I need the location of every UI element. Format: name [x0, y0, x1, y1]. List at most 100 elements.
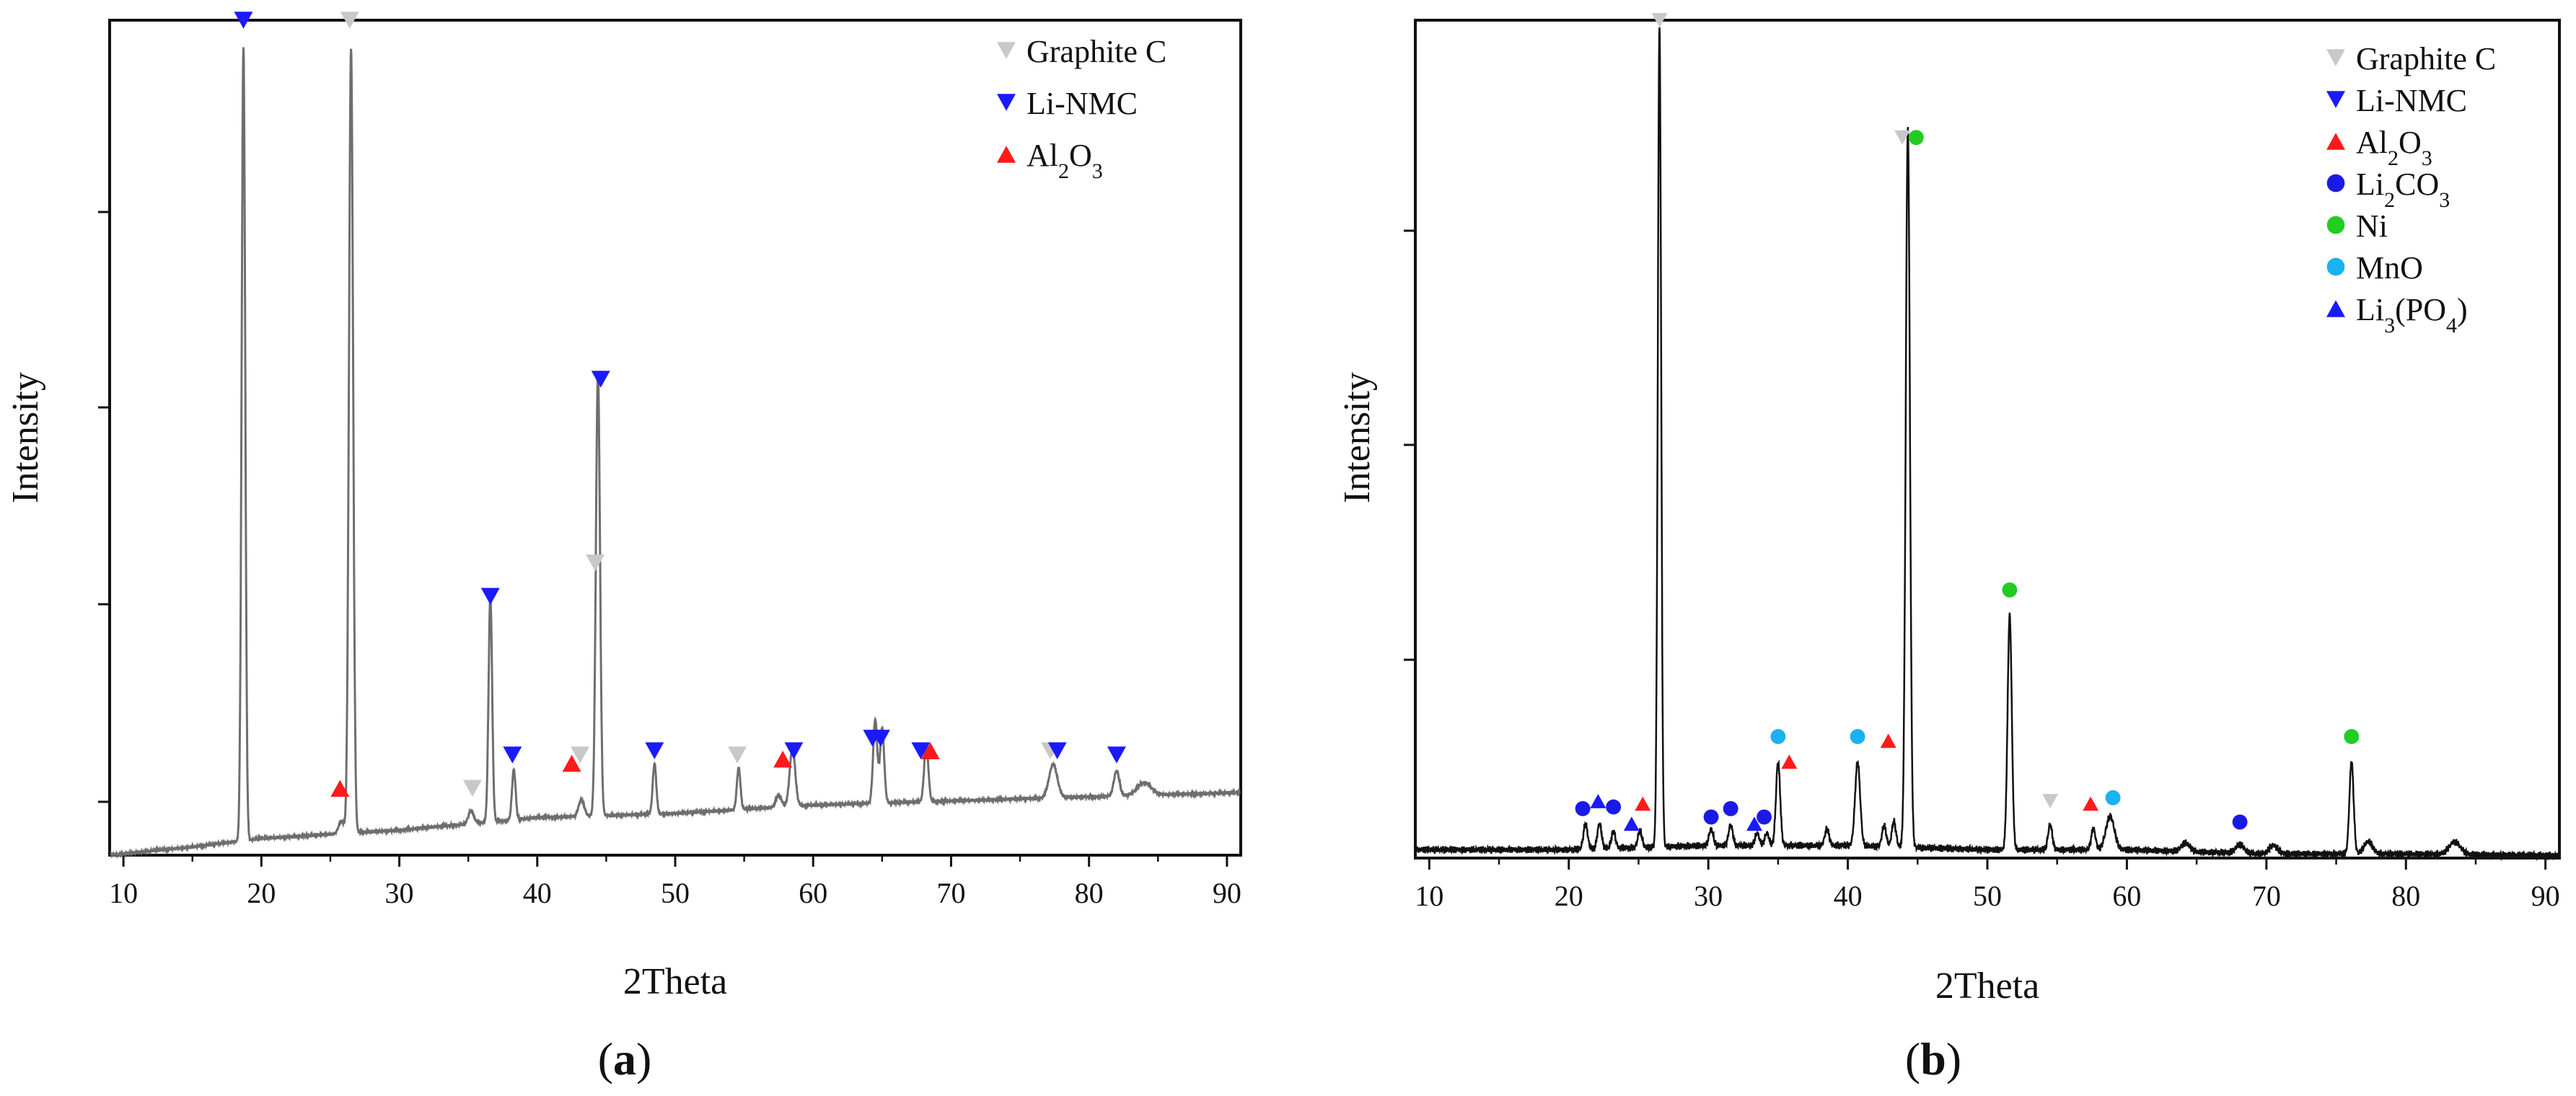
phase-marker-li-nmc	[480, 588, 500, 605]
phase-marker-graphite-c	[1894, 130, 1911, 145]
panel-b-label-letter: b	[1920, 1033, 1946, 1084]
legend-marker-6	[2326, 300, 2345, 317]
x-tick-label: 20	[1555, 880, 1583, 912]
phase-marker-ni	[2344, 729, 2360, 744]
legend-marker-4	[2326, 216, 2345, 234]
x-tick-label: 90	[1213, 877, 1241, 909]
phase-marker-li-nmc	[234, 12, 253, 29]
phase-marker-graphite-c	[1651, 13, 1668, 27]
panel-a-phase-markers	[234, 12, 1126, 797]
phase-marker-graphite-c	[2042, 794, 2059, 808]
legend-marker-1	[997, 94, 1016, 111]
phase-marker-al2o3	[330, 779, 350, 797]
panel-a-legend: Graphite C Li-NMC Al2O3	[997, 34, 1166, 183]
phase-marker-li2co3	[1723, 800, 1738, 816]
x-tick-label: 30	[385, 877, 414, 909]
phase-marker-li-nmc	[784, 742, 804, 759]
panel-b-chart: 10 20 30 40 50 60 70 80 90 Graphite C Li-NMC Al2O3…	[1337, 13, 2561, 1084]
legend-marker-0	[997, 42, 1016, 59]
legend-entry-label: Li2CO3	[2356, 167, 2450, 212]
phase-marker-graphite-c	[340, 12, 359, 29]
phase-marker-ni	[1908, 130, 1924, 146]
x-tick-label: 40	[1834, 880, 1863, 912]
legend-entry-label: Li3(PO4)	[2356, 292, 2468, 337]
phase-marker-al2o3	[2083, 796, 2099, 811]
x-tick-label: 50	[1973, 880, 2002, 912]
legend-entry-label: Graphite C	[2356, 41, 2496, 76]
phase-marker-mno	[2105, 790, 2121, 805]
legend-entry-label: Ni	[2356, 208, 2388, 244]
phase-marker-li2co3	[1703, 809, 1719, 825]
phase-marker-mno	[1850, 729, 1865, 744]
phase-marker-li-nmc	[645, 742, 664, 759]
phase-marker-mno	[1770, 729, 1786, 744]
panel-a-x-ticks: 10 20 30 40 50 60 70 80 90	[109, 855, 1241, 909]
phase-marker-al2o3	[773, 751, 793, 768]
phase-marker-li2co3	[1606, 799, 1622, 815]
phase-marker-al2o3	[1880, 733, 1896, 748]
phase-marker-graphite-c	[586, 554, 605, 572]
phase-marker-al2o3	[920, 742, 940, 759]
legend-marker-5	[2326, 257, 2345, 276]
x-tick-label: 70	[2252, 880, 2281, 912]
x-tick-label: 10	[1415, 880, 1443, 912]
panel-a-x-axis-label: 2Theta	[623, 961, 727, 1002]
phase-marker-li3-po4-	[1590, 794, 1606, 808]
x-tick-label: 50	[661, 877, 690, 909]
legend-marker-2	[997, 146, 1016, 163]
legend-marker-0	[2326, 49, 2345, 66]
legend-entry-label: MnO	[2356, 250, 2423, 286]
phase-marker-li-nmc	[1107, 746, 1126, 764]
phase-marker-li-nmc	[503, 746, 522, 764]
panel-a-y-axis-label: Intensity	[5, 372, 46, 503]
phase-marker-al2o3	[562, 754, 581, 772]
x-tick-label: 20	[247, 877, 276, 909]
panel-b-label: (b)	[1905, 1033, 1961, 1084]
x-tick-label: 60	[2112, 880, 2141, 912]
panel-a-chart: 10 20 30 40 50 60 70 80 90 Graphite C Li-NMC Al2O3…	[5, 12, 1242, 1084]
phase-marker-graphite-c	[462, 779, 482, 797]
panel-a-label: (a)	[598, 1033, 652, 1084]
phase-marker-li2co3	[1575, 800, 1591, 816]
legend-entry-label: Li-NMC	[2356, 83, 2467, 118]
x-tick-label: 80	[1075, 877, 1104, 909]
x-tick-label: 70	[936, 877, 965, 909]
panel-b-y-ticks	[1404, 229, 1415, 661]
phase-marker-graphite-c	[728, 746, 747, 764]
x-tick-label: 90	[2531, 880, 2560, 912]
panel-b-xrd-pattern-line	[1415, 27, 2559, 862]
phase-marker-ni	[2002, 582, 2018, 598]
phase-marker-graphite-c	[571, 746, 590, 764]
x-tick-label: 60	[799, 877, 827, 909]
panel-b-phase-markers	[1575, 13, 2360, 831]
phase-marker-li-nmc	[871, 730, 890, 747]
panel-b-x-axis-label: 2Theta	[1935, 965, 2039, 1007]
phase-marker-li-nmc	[1047, 742, 1067, 759]
phase-marker-li-nmc	[591, 371, 610, 388]
legend-entry-label: Li-NMC	[1027, 86, 1138, 121]
panel-b-x-ticks: 10 20 30 40 50 60 70 80 90	[1415, 858, 2560, 912]
panel-a-label-letter: a	[613, 1033, 636, 1084]
legend-entry-label: Al2O3	[1027, 138, 1103, 183]
x-tick-label: 10	[109, 877, 138, 909]
phase-marker-li3-po4-	[1746, 816, 1762, 831]
panel-b-y-axis-label: Intensity	[1337, 372, 1378, 503]
phase-marker-li-nmc	[911, 742, 931, 759]
phase-marker-li3-po4-	[1623, 816, 1640, 831]
x-tick-label: 30	[1694, 880, 1723, 912]
phase-marker-li2co3	[1757, 809, 1772, 825]
phase-marker-al2o3	[1635, 796, 1651, 811]
phase-marker-al2o3	[1781, 754, 1798, 769]
x-tick-label: 40	[523, 877, 552, 909]
panel-a-xrd-pattern-line	[110, 47, 1241, 859]
phase-marker-li2co3	[2232, 814, 2248, 830]
legend-marker-2	[2326, 133, 2345, 150]
legend-entry-label: Al2O3	[2356, 125, 2432, 170]
legend-marker-3	[2326, 174, 2345, 193]
legend-marker-1	[2326, 91, 2345, 108]
legend-entry-label: Graphite C	[1027, 34, 1166, 69]
x-tick-label: 80	[2391, 880, 2420, 912]
panel-a-y-ticks	[98, 211, 110, 803]
